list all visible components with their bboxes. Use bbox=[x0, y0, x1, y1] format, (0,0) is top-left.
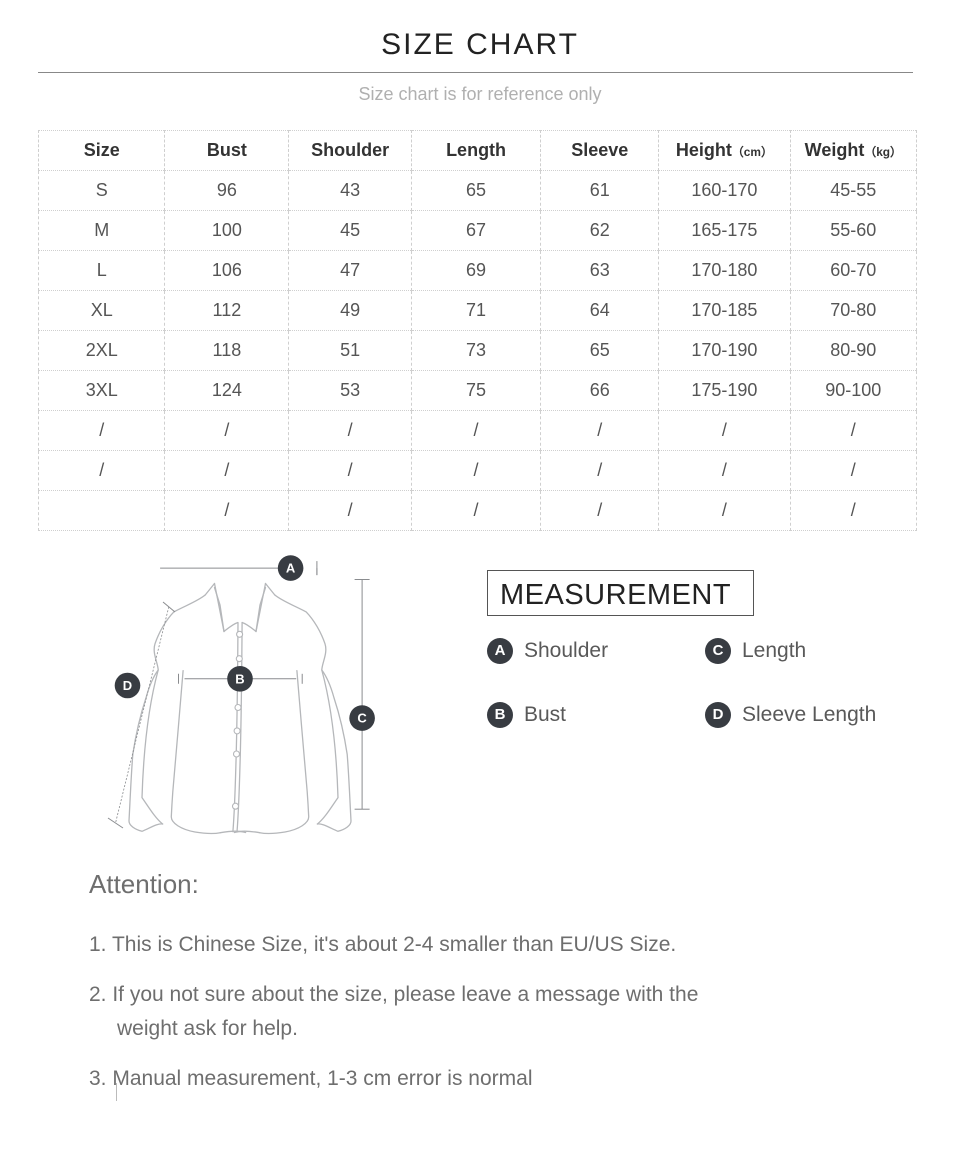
svg-text:C: C bbox=[357, 711, 367, 726]
svg-text:A: A bbox=[286, 561, 296, 576]
svg-text:D: D bbox=[123, 678, 132, 693]
svg-text:B: B bbox=[235, 671, 244, 686]
